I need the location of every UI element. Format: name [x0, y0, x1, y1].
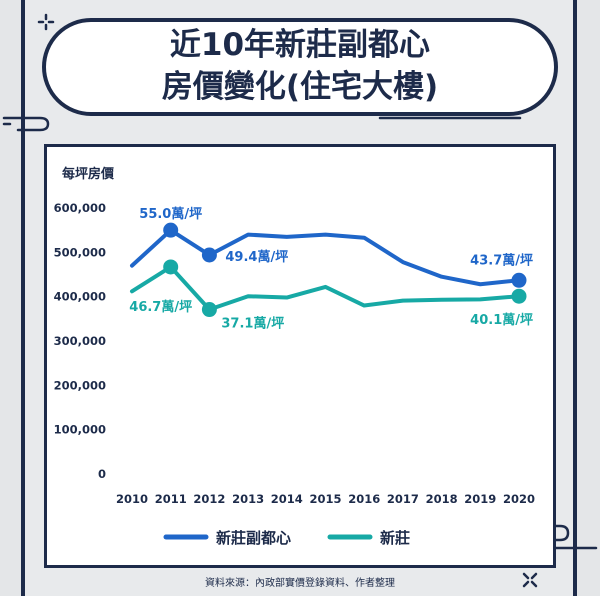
x-tick-label: 2012 [193, 492, 225, 506]
y-tick-label: 0 [98, 467, 106, 481]
data-point-marker [163, 259, 179, 275]
data-label: 43.7萬/坪 [470, 252, 533, 268]
title-bubble [42, 18, 558, 116]
data-label: 49.4萬/坪 [225, 249, 288, 265]
x-tick-label: 2020 [503, 492, 535, 506]
legend-label-1: 新莊副都心 [216, 529, 291, 547]
cloud-line-left-icon [2, 116, 50, 132]
series-line-2 [130, 264, 521, 312]
title-line-1: 近10年新莊副都心 [169, 27, 431, 63]
data-label: 37.1萬/坪 [221, 316, 284, 332]
y-tick-label: 300,000 [54, 334, 106, 348]
x-tick-label: 2014 [271, 492, 303, 506]
x-tick-label: 2016 [348, 492, 380, 506]
data-label: 40.1萬/坪 [470, 312, 533, 328]
data-point-marker [201, 302, 217, 318]
x-tick-label: 2015 [309, 492, 341, 506]
title-line-2: 房價變化(住宅大樓) [161, 69, 439, 105]
y-tick-label: 500,000 [54, 245, 106, 259]
data-point-marker [163, 222, 179, 238]
source-note: 資料來源：內政部實價登錄資料、作者整理 [205, 578, 395, 589]
x-tick-label: 2019 [464, 492, 496, 506]
data-point-marker [201, 247, 217, 263]
y-tick-label: 200,000 [54, 378, 106, 392]
y-tick-label: 100,000 [54, 423, 106, 437]
x-tick-label: 2011 [155, 492, 187, 506]
data-point-marker [511, 272, 527, 288]
y-tick-label: 600,000 [54, 201, 106, 215]
data-label: 46.7萬/坪 [129, 299, 192, 315]
series-line-1 [130, 228, 521, 287]
legend-label-2: 新莊 [380, 529, 410, 547]
chart-title: 近10年新莊副都心 房價變化(住宅大樓) [42, 24, 558, 108]
data-point-marker [511, 288, 527, 304]
y-axis-label: 每坪房價 [62, 166, 115, 182]
x-tick-label: 2017 [387, 492, 419, 506]
x-tick-label: 2010 [116, 492, 148, 506]
sparkle-top-left-icon [37, 13, 55, 31]
y-tick-label: 400,000 [54, 290, 106, 304]
x-tick-label: 2013 [232, 492, 264, 506]
sparkle-bottom-right-icon [522, 572, 538, 588]
x-tick-label: 2018 [426, 492, 458, 506]
chart-panel [44, 144, 556, 568]
data-label: 55.0萬/坪 [139, 206, 202, 222]
